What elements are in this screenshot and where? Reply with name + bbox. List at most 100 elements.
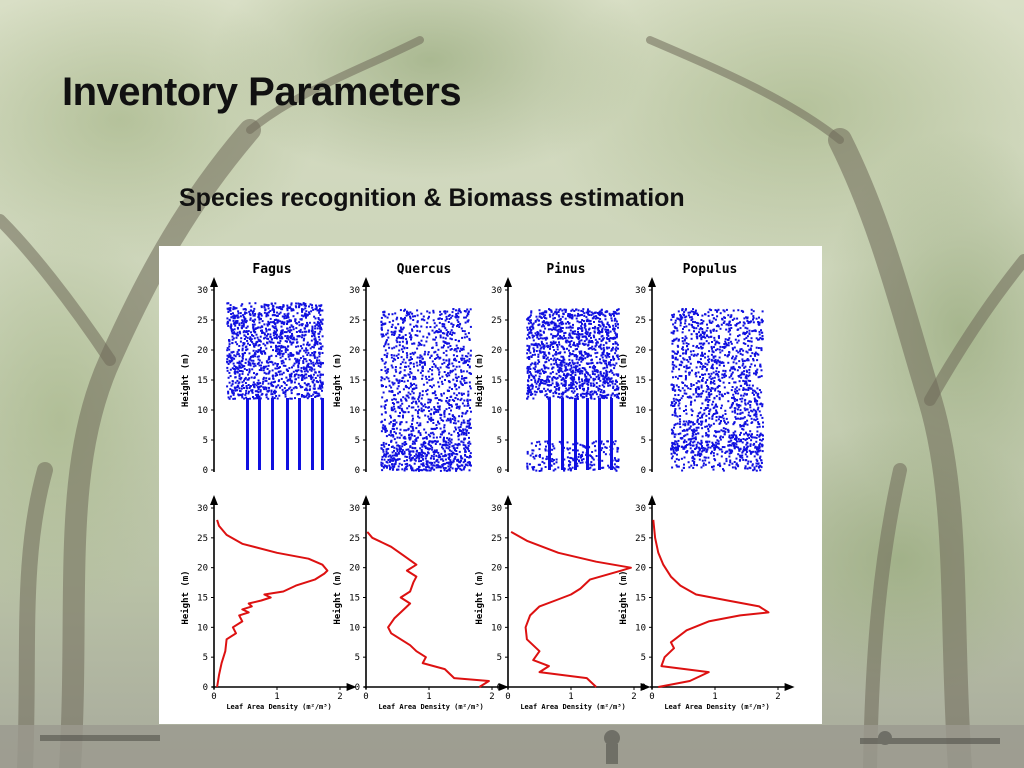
cloud-point	[606, 373, 609, 376]
cloud-point	[262, 376, 265, 379]
cloud-point	[390, 386, 393, 389]
cloud-point	[535, 444, 537, 447]
cloud-point	[256, 340, 259, 343]
cloud-point	[320, 321, 323, 324]
cloud-point	[284, 393, 287, 396]
cloud-point	[543, 380, 546, 383]
cloud-point	[602, 359, 605, 362]
cloud-point	[581, 330, 584, 332]
cloud-point	[256, 390, 259, 393]
cloud-point	[456, 347, 459, 350]
cloud-point	[248, 377, 251, 380]
cloud-point	[306, 323, 309, 326]
cloud-point	[570, 309, 573, 312]
cloud-point	[541, 457, 544, 460]
cloud-point	[556, 325, 559, 328]
cloud-y-tick-label: 30	[635, 286, 646, 296]
cloud-point	[535, 315, 538, 318]
cloud-point	[406, 310, 408, 313]
cloud-point	[687, 348, 689, 351]
cloud-point	[393, 354, 396, 357]
cloud-point	[286, 369, 289, 372]
cloud-point	[313, 355, 316, 358]
cloud-point	[242, 325, 245, 328]
cloud-point	[538, 440, 541, 443]
cloud-point	[435, 344, 438, 347]
cloud-point	[576, 458, 578, 461]
cloud-point	[309, 376, 312, 379]
cloud-point	[405, 340, 408, 343]
cloud-point	[459, 380, 462, 383]
cloud-point	[265, 388, 268, 391]
cloud-point	[412, 353, 415, 356]
cloud-point	[544, 466, 547, 468]
cloud-point	[604, 362, 607, 365]
cloud-point	[578, 378, 580, 381]
cloud-point	[400, 348, 403, 351]
cloud-point	[749, 380, 752, 382]
cloud-point	[400, 328, 403, 331]
cloud-point	[601, 396, 604, 399]
cloud-point	[418, 452, 421, 454]
cloud-point	[605, 356, 608, 359]
cloud-point	[384, 407, 387, 410]
cloud-point	[457, 375, 460, 378]
cloud-point	[405, 342, 408, 345]
cloud-point	[612, 357, 615, 360]
cloud-point	[610, 440, 613, 443]
cloud-point	[295, 306, 298, 309]
cloud-point	[305, 368, 308, 371]
cloud-point	[307, 382, 310, 385]
cloud-point	[391, 402, 394, 404]
cloud-point	[301, 308, 303, 311]
cloud-point	[461, 411, 464, 414]
cloud-point	[673, 400, 676, 403]
cloud-point	[423, 428, 426, 431]
cloud-point	[608, 312, 611, 315]
cloud-point	[433, 322, 436, 325]
cloud-point	[598, 464, 601, 467]
cloud-point	[397, 401, 400, 404]
cloud-point	[265, 393, 268, 396]
cloud-point	[581, 385, 584, 388]
cloud-point	[249, 309, 252, 312]
cloud-point	[226, 369, 229, 372]
cloud-point	[434, 394, 437, 397]
cloud-point	[678, 407, 681, 410]
cloud-point	[437, 355, 440, 358]
cloud-point	[601, 327, 604, 330]
cloud-point	[441, 464, 444, 466]
cloud-point	[531, 452, 534, 455]
cloud-point	[558, 309, 561, 312]
cloud-point	[432, 311, 435, 314]
cloud-point	[446, 366, 449, 369]
cloud-point	[536, 371, 539, 374]
cloud-point	[425, 437, 428, 440]
figure-panel: Fagus 0 5 10 15 20 25 30 Height (m) Quercus 0 5 10 15…	[159, 246, 822, 724]
cloud-point	[548, 384, 551, 387]
cloud-point	[731, 386, 734, 388]
cloud-point	[711, 415, 714, 418]
cloud-point	[579, 443, 582, 446]
cloud-point	[423, 403, 426, 406]
cloud-point	[251, 391, 254, 394]
cloud-y-tick-label: 30	[491, 286, 502, 296]
cloud-point	[282, 371, 285, 374]
cloud-point	[747, 434, 749, 437]
cloud-point	[279, 386, 281, 389]
cloud-point	[526, 397, 529, 400]
cloud-point	[531, 362, 534, 365]
cloud-point	[551, 367, 554, 370]
cloud-point	[435, 411, 438, 413]
cloud-point	[448, 318, 451, 320]
cloud-point	[593, 321, 595, 323]
cloud-point	[565, 387, 568, 390]
cloud-point	[416, 334, 419, 337]
cloud-point	[248, 338, 251, 340]
cloud-point	[393, 419, 396, 422]
cloud-point	[254, 364, 257, 367]
cloud-point	[252, 381, 255, 384]
cloud-point	[605, 330, 607, 333]
cloud-point	[416, 356, 419, 359]
cloud-point	[317, 381, 320, 384]
